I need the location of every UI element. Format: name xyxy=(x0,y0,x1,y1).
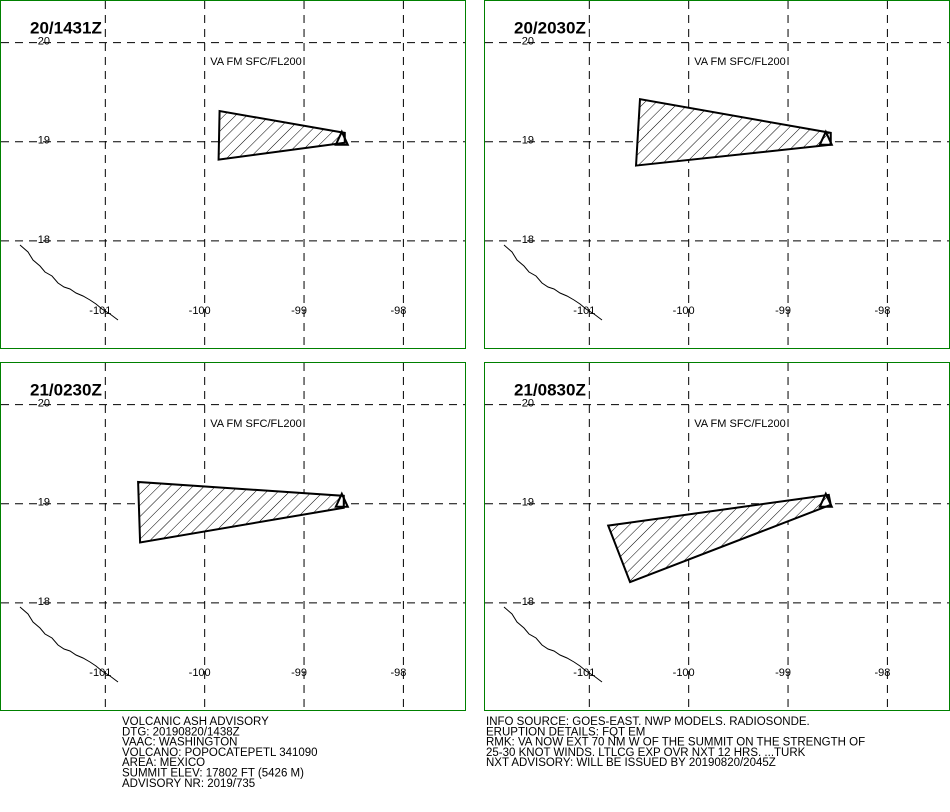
latitude-label: 19 xyxy=(522,497,534,509)
latitude-label: 18 xyxy=(522,596,534,608)
latitude-label: 20 xyxy=(522,36,534,48)
latitude-label: 20 xyxy=(38,36,50,48)
latitude-label: 18 xyxy=(522,234,534,246)
longitude-label: -99 xyxy=(775,305,791,317)
advisory-line: DTG: 20190820/1438Z xyxy=(122,726,240,738)
advisory-line: AREA: MEXICO xyxy=(122,757,205,769)
volcano-summit xyxy=(818,491,834,508)
latitude-label: 19 xyxy=(522,135,534,147)
map-panel: -101 -100 -99 -98 20 19 18 20/2030Z VA FM SFC/FL… xyxy=(484,0,950,349)
map-panel: -101 -100 -99 -98 20 19 18 21/0230Z VA FM SFC/FL… xyxy=(0,362,466,711)
latitude-label: 20 xyxy=(38,398,50,410)
ash-area xyxy=(217,109,346,161)
longitude-label: -101 xyxy=(89,667,111,679)
advisory-line: RMK: VA NOW EXT 70 NM W OF THE SUMMIT ON… xyxy=(486,737,865,749)
latitude-label: 20 xyxy=(522,398,534,410)
advisory-line: SUMMIT ELEV: 17802 FT (5426 M) xyxy=(122,768,304,780)
panel-label: VA FM SFC/FL200 xyxy=(210,418,302,430)
panel-title: 21/0230Z xyxy=(30,380,102,399)
longitude-label: -99 xyxy=(291,667,307,679)
advisory-line: ADVISORY NR: 2019/735 xyxy=(122,778,255,790)
map-panel: -101 -100 -99 -98 20 19 18 20/1431Z VA FM SFC/FL… xyxy=(0,0,466,349)
latitude-label: 18 xyxy=(38,234,50,246)
longitude-label: -100 xyxy=(673,305,695,317)
panel-title: 21/0830Z xyxy=(514,380,586,399)
latitude-label: 19 xyxy=(38,135,50,147)
panel-title: 20/1431Z xyxy=(30,18,102,37)
longitude-label: -99 xyxy=(291,305,307,317)
advisory-line: 25-30 KNOT WINDS. LTLCG EXP OVR NXT 12 H… xyxy=(486,747,806,759)
advisory-line: NXT ADVISORY: WILL BE ISSUED BY 20190820… xyxy=(486,757,776,769)
map-panel: -101 -100 -99 -98 20 19 18 21/0830Z VA FM SFC/FL… xyxy=(484,362,950,711)
coastline xyxy=(19,244,119,321)
longitude-label: -100 xyxy=(189,667,211,679)
advisory-line: INFO SOURCE: GOES-EAST. NWP MODELS. RADI… xyxy=(486,716,810,728)
latitude-label: 19 xyxy=(38,497,50,509)
panel-frame xyxy=(484,0,950,349)
advisory-line: VOLCANIC ASH ADVISORY xyxy=(122,716,269,728)
panel-frame xyxy=(0,0,466,349)
longitude-label: -101 xyxy=(573,305,595,317)
panel-label: VA FM SFC/FL200 xyxy=(694,56,786,68)
advisory-line: VOLCANO: POPOCATEPETL 341090 xyxy=(122,747,318,759)
advisory-line: VAAC: WASHINGTON xyxy=(122,737,237,749)
panel-title: 20/2030Z xyxy=(514,18,586,37)
longitude-label: -100 xyxy=(189,305,211,317)
coastline xyxy=(503,244,603,321)
latitude-label: 18 xyxy=(38,596,50,608)
panel-label: VA FM SFC/FL200 xyxy=(210,56,302,68)
coastline xyxy=(19,606,119,683)
advisory-line: ERUPTION DETAILS: FQT EM xyxy=(486,726,645,738)
longitude-label: -98 xyxy=(390,667,406,679)
coastline xyxy=(503,606,603,683)
longitude-label: -98 xyxy=(874,667,890,679)
longitude-label: -98 xyxy=(390,305,406,317)
volcano-summit xyxy=(818,129,834,146)
longitude-label: -99 xyxy=(775,667,791,679)
panel-label: VA FM SFC/FL200 xyxy=(694,418,786,430)
longitude-label: -101 xyxy=(573,667,595,679)
longitude-label: -100 xyxy=(673,667,695,679)
volcano-summit xyxy=(334,491,350,508)
longitude-label: -101 xyxy=(89,305,111,317)
volcano-summit xyxy=(334,129,350,146)
panel-frame xyxy=(0,362,466,711)
longitude-label: -98 xyxy=(874,305,890,317)
